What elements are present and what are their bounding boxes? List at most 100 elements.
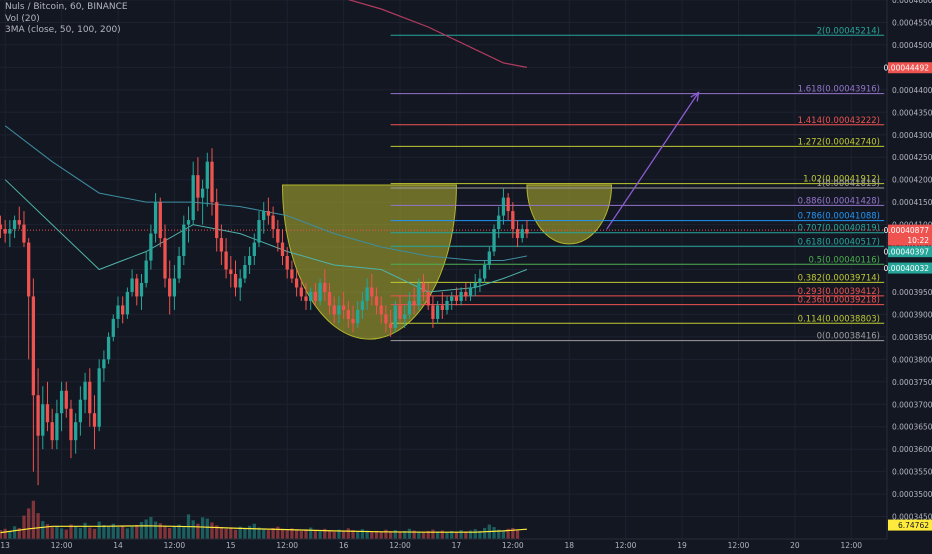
candle-body xyxy=(45,404,50,423)
fib-label: 1.272(0.00042740) xyxy=(798,137,880,147)
volume-bar xyxy=(473,529,477,539)
price-label: 0.00040032 xyxy=(884,264,930,273)
volume-bar xyxy=(106,526,111,539)
volume-bar xyxy=(172,526,177,539)
candle-body xyxy=(262,211,266,221)
volume-bar xyxy=(384,529,388,539)
volume-bar xyxy=(426,530,430,539)
candle-body xyxy=(482,265,487,279)
candle-body xyxy=(501,197,506,216)
time-tick-label: 15 xyxy=(226,541,236,550)
volume-bar xyxy=(97,521,101,539)
volume-bar xyxy=(431,529,435,539)
time-tick-label: 12:00 xyxy=(728,541,750,550)
candle-body xyxy=(492,229,496,252)
volume-bar xyxy=(196,523,200,539)
candle-body xyxy=(172,278,177,297)
volume-bar xyxy=(168,527,172,539)
candle-body xyxy=(332,305,336,315)
candle-body xyxy=(78,399,83,423)
candle-body xyxy=(41,404,45,436)
volume-bar xyxy=(478,530,482,539)
volume-legend[interactable]: Vol (20) xyxy=(5,13,40,24)
volume-bar xyxy=(266,530,271,539)
volume-bar xyxy=(341,530,346,539)
candle-body xyxy=(445,300,449,310)
volume-bar xyxy=(125,528,130,539)
candle-body xyxy=(318,282,322,301)
volume-bar xyxy=(379,531,383,539)
candle-body xyxy=(252,242,256,257)
time-tick-label: 12:00 xyxy=(164,541,186,550)
symbol-legend[interactable]: Nuls / Bitcoin, 60, BINANCE xyxy=(5,2,128,12)
volume-bar xyxy=(262,529,266,539)
candle-body xyxy=(473,282,477,288)
candle-body xyxy=(168,278,172,297)
candle-body xyxy=(370,287,374,297)
candle-body xyxy=(412,300,416,306)
price-label-bg xyxy=(888,224,932,236)
candle-body xyxy=(31,296,36,396)
volume-bar xyxy=(332,531,336,539)
volume-bar xyxy=(88,527,92,539)
time-tick-label: 16 xyxy=(339,541,349,550)
volume-bar xyxy=(92,528,97,539)
volume-bar xyxy=(252,523,256,539)
cup-shape xyxy=(282,184,457,340)
candle-body xyxy=(515,229,520,239)
volume-bar xyxy=(238,526,242,539)
volume-bar xyxy=(440,530,444,539)
time-axis xyxy=(0,539,932,550)
candle-body xyxy=(200,188,205,198)
candle-body xyxy=(407,300,412,315)
volume-bar xyxy=(243,528,247,539)
candle-body xyxy=(351,318,355,324)
volume-bar xyxy=(403,530,407,539)
volume-bar xyxy=(215,525,219,539)
volume-bar xyxy=(191,520,195,539)
volume-bar xyxy=(64,529,68,539)
candle-body xyxy=(464,291,468,297)
volume-bar xyxy=(374,530,379,539)
projection-arrow xyxy=(606,92,700,230)
volume-bar xyxy=(393,530,397,539)
volume-bar xyxy=(224,528,228,539)
volume-bar xyxy=(233,529,238,539)
volume-bar xyxy=(83,522,87,539)
candle-body xyxy=(69,408,73,441)
candle-body xyxy=(313,291,318,301)
fib-label: 2(0.00045214) xyxy=(817,26,880,36)
volume-bar xyxy=(219,527,224,539)
volume-bar xyxy=(59,528,64,539)
volume-bar xyxy=(421,532,426,539)
volume-bar xyxy=(271,527,275,539)
candle-body xyxy=(374,296,379,306)
fib-label: 0(0.00038416) xyxy=(817,332,880,342)
candle-body xyxy=(22,224,26,243)
candle-body xyxy=(388,323,393,328)
candle-body xyxy=(224,251,228,270)
volume-bar xyxy=(299,530,303,539)
candle-body xyxy=(88,381,92,414)
volume-bar xyxy=(492,527,496,539)
ma-legend[interactable]: 3MA (close, 50, 100, 200) xyxy=(5,25,121,35)
candle-body xyxy=(525,229,529,234)
volume-bar xyxy=(130,526,134,539)
candle-body xyxy=(135,278,139,297)
volume-bar xyxy=(205,518,209,539)
volume-bar xyxy=(50,527,54,539)
candle-body xyxy=(294,278,299,288)
candle-body xyxy=(177,256,181,279)
volume-bar xyxy=(412,530,416,539)
volume-bar xyxy=(55,525,59,539)
time-tick-label: 12:00 xyxy=(51,541,73,550)
candle-body xyxy=(97,368,101,427)
fib-label: 0.886(0.00041428) xyxy=(798,196,880,206)
